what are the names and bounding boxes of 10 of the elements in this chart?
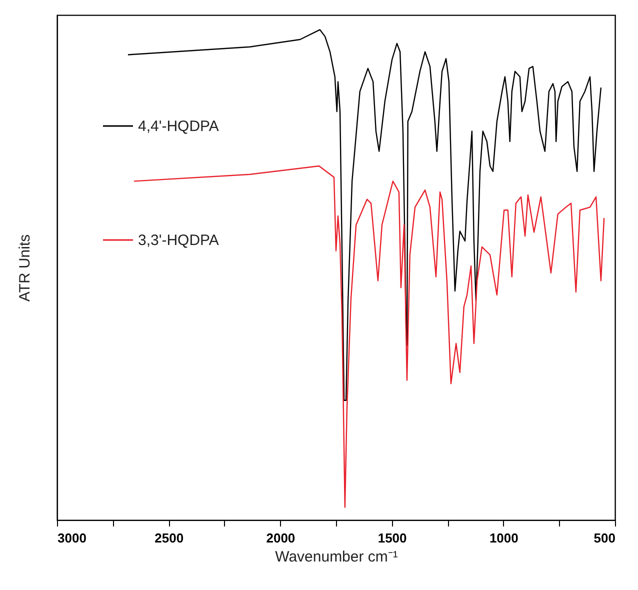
- legend-label: 3,3'-HQDPA: [138, 232, 219, 249]
- x-tick-label: 1000: [489, 530, 518, 546]
- legend-label: 4,4'-HQDPA: [138, 118, 219, 135]
- x-tick-label: 1500: [378, 530, 407, 546]
- y-axis-title: ATR Units: [16, 234, 34, 302]
- x-tick-label: 2000: [266, 530, 296, 546]
- x-tick-label: 3000: [58, 530, 86, 546]
- x-tick-label: 2500: [154, 530, 184, 546]
- x-tick-label: 500: [594, 530, 616, 546]
- x-axis-title: Wavenumber cm⁻¹: [275, 548, 398, 566]
